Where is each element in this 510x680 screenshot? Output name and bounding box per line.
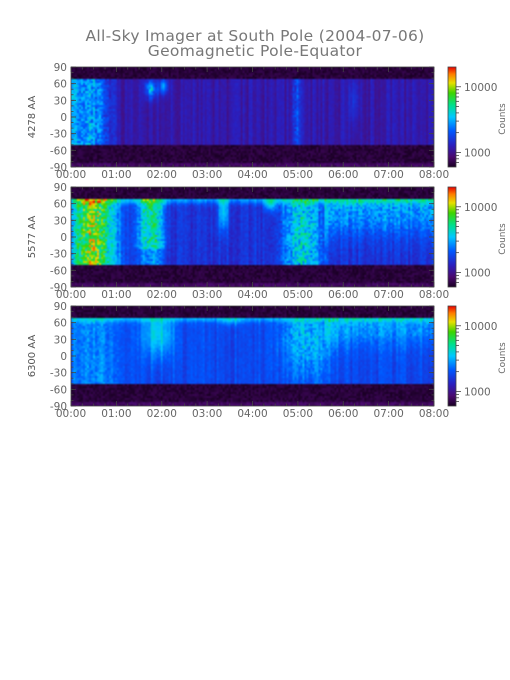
x-tick-label: 03:00 (192, 169, 222, 181)
x-tick-label: 08:00 (419, 408, 449, 420)
x-tick-label: 03:00 (192, 408, 222, 420)
colorbar-frame (447, 186, 457, 288)
x-tick-label: 05:00 (283, 289, 313, 301)
y-tick-label: 90 (54, 62, 67, 74)
x-tick-label: 01:00 (101, 408, 131, 420)
x-tick-label: 07:00 (373, 289, 403, 301)
colorbar-tick-label: 10000 (464, 321, 497, 333)
y-tick-label: -60 (50, 265, 67, 277)
colorbar-frame (447, 305, 457, 407)
y-tick-label: 30 (54, 95, 67, 107)
y-tick-label: 60 (54, 318, 67, 330)
heatmap-image (71, 306, 434, 406)
x-tick-label: 08:00 (419, 169, 449, 181)
x-tick-label: 04:00 (237, 169, 267, 181)
x-tick-label: 05:00 (283, 408, 313, 420)
colorbar (448, 306, 456, 406)
x-tick-label: 06:00 (328, 169, 358, 181)
chart-title: All-Sky Imager at South Pole (2004-07-06… (85, 27, 424, 45)
colorbar-tick-label: 1000 (464, 147, 491, 159)
y-tick-label: 90 (54, 182, 67, 194)
colorbar (448, 67, 456, 167)
colorbar-tick-label: 10000 (464, 202, 497, 214)
y-tick-label: -60 (50, 384, 67, 396)
y-tick-label: -90 (50, 162, 67, 174)
y-tick-label: 60 (54, 199, 67, 211)
y-tick-label: 60 (54, 79, 67, 91)
colorbar-label: Counts (498, 103, 508, 135)
y-tick-label: 0 (60, 351, 67, 363)
colorbar-label: Counts (498, 223, 508, 255)
y-tick-label: -60 (50, 145, 67, 157)
x-tick-label: 04:00 (237, 289, 267, 301)
x-tick-label: 06:00 (328, 408, 358, 420)
y-tick-label: -90 (50, 401, 67, 413)
x-tick-label: 00:00 (56, 289, 86, 301)
y-tick-label: -30 (50, 129, 67, 141)
y-tick-label: 90 (54, 301, 67, 313)
x-tick-label: 06:00 (328, 289, 358, 301)
x-tick-label: 05:00 (283, 169, 313, 181)
y-axis-label: 4278 AA (27, 96, 38, 139)
colorbar-label: Counts (498, 342, 508, 374)
y-tick-label: -90 (50, 282, 67, 294)
x-tick-label: 07:00 (373, 169, 403, 181)
x-tick-label: 02:00 (147, 169, 177, 181)
y-tick-label: -30 (50, 368, 67, 380)
colorbar-frame (447, 66, 457, 168)
x-tick-label: 08:00 (419, 289, 449, 301)
y-axis-label: 6300 AA (27, 335, 38, 378)
y-tick-label: 0 (60, 232, 67, 244)
x-tick-label: 03:00 (192, 289, 222, 301)
colorbar (448, 187, 456, 287)
heatmap-image (71, 67, 434, 167)
x-tick-label: 04:00 (237, 408, 267, 420)
y-tick-label: 30 (54, 215, 67, 227)
x-tick-label: 07:00 (373, 408, 403, 420)
x-tick-label: 01:00 (101, 169, 131, 181)
chart-subtitle: Geomagnetic Pole-Equator (148, 42, 363, 60)
y-tick-label: 30 (54, 334, 67, 346)
y-axis-label: 5577 AA (27, 216, 38, 259)
x-tick-label: 00:00 (56, 408, 86, 420)
x-tick-label: 02:00 (147, 289, 177, 301)
y-tick-label: -30 (50, 249, 67, 261)
x-tick-label: 01:00 (101, 289, 131, 301)
x-tick-label: 00:00 (56, 169, 86, 181)
y-tick-label: 0 (60, 112, 67, 124)
colorbar-tick-label: 1000 (464, 267, 491, 279)
colorbar-tick-label: 10000 (464, 82, 497, 94)
heatmap-image (71, 187, 434, 287)
x-tick-label: 02:00 (147, 408, 177, 420)
colorbar-tick-label: 1000 (464, 386, 491, 398)
